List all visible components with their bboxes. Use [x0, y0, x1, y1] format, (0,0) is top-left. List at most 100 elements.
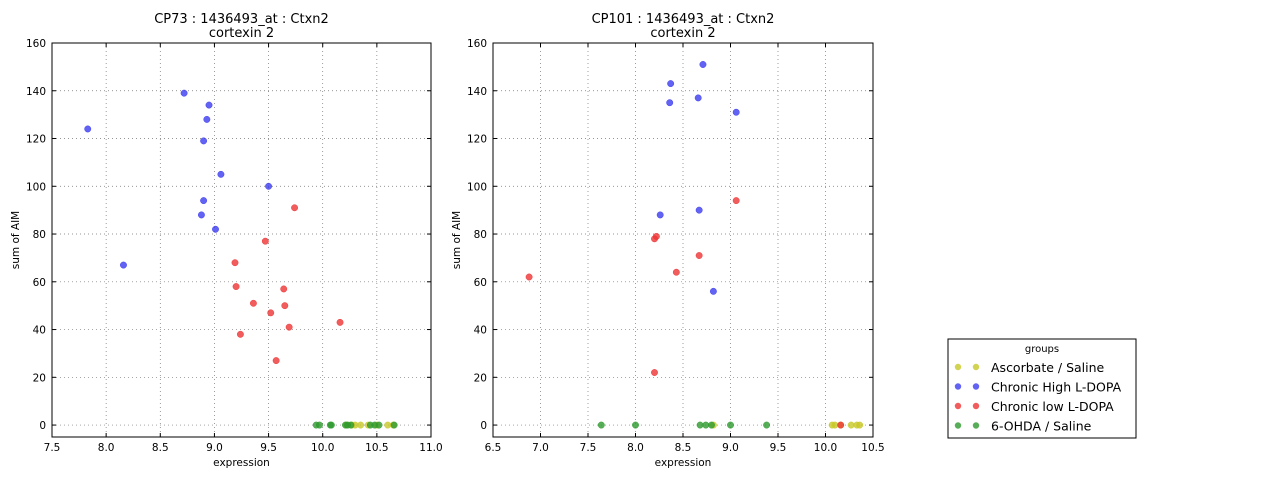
- data-point-6-ohda-saline: [632, 421, 639, 429]
- data-point-6-ohda-saline: [708, 421, 715, 429]
- data-point-chronic-high-l-dopa: [212, 225, 219, 233]
- y-tick-label: 40: [474, 325, 487, 337]
- data-point-chronic-high-l-dopa: [656, 211, 664, 219]
- data-point-ascorbate-saline: [831, 421, 839, 429]
- legend-marker-ascorbate-saline: [972, 363, 980, 371]
- plot-frame: [492, 42, 874, 438]
- data-point-chronic-low-l-dopa: [695, 252, 703, 259]
- y-tick-label: 60: [474, 277, 487, 289]
- data-point-ascorbate-saline: [357, 421, 365, 429]
- data-point-chronic-high-l-dopa: [732, 108, 740, 116]
- x-tick-label: 8.0: [98, 442, 115, 454]
- x-tick-label: 8.0: [627, 442, 644, 454]
- data-point-chronic-low-l-dopa: [267, 309, 275, 317]
- y-tick-label: 0: [480, 420, 487, 432]
- scatter-plot-cp101: 6.5 7.0 7.5 8.0 8.5 9.0 9.5 10.0 10.5 0 20 40 60 80 10…: [451, 12, 885, 469]
- y-tick-label: 40: [33, 325, 46, 337]
- data-point-6-ohda-saline: [327, 421, 335, 429]
- data-point-chronic-high-l-dopa: [667, 80, 675, 88]
- chart-subtitle: cortexin 2: [650, 26, 715, 41]
- chart-subtitle: cortexin 2: [209, 26, 274, 41]
- data-point-chronic-low-l-dopa: [291, 204, 299, 212]
- data-point-chronic-low-l-dopa: [231, 259, 239, 267]
- x-tick-label: 10.5: [365, 442, 388, 454]
- scatter-plot-cp73: 7.5 8.0 8.5 9.0 9.5 10.0 10.5 11.0 0 20 40 60 80 100 1…: [10, 12, 443, 469]
- y-tick-label: 140: [26, 86, 46, 98]
- data-point-chronic-high-l-dopa: [120, 261, 127, 269]
- x-tick-label: 9.0: [206, 442, 223, 454]
- x-axis-label: expression: [655, 457, 712, 469]
- data-point-chronic-low-l-dopa: [280, 285, 288, 293]
- data-point-chronic-high-l-dopa: [84, 125, 92, 133]
- data-point-6-ohda-saline: [727, 421, 734, 429]
- data-point-chronic-low-l-dopa: [837, 421, 845, 429]
- data-point-chronic-high-l-dopa: [695, 206, 703, 214]
- legend-label-ascorbate-saline: Ascorbate / Saline: [991, 360, 1105, 375]
- y-tick-label: 0: [39, 420, 46, 432]
- x-tick-label: 6.5: [485, 442, 502, 454]
- x-tick-label: 7.5: [44, 442, 61, 454]
- data-point-chronic-low-l-dopa: [232, 283, 240, 291]
- data-point-6-ohda-saline: [316, 421, 323, 429]
- x-tick-label: 9.5: [260, 442, 277, 454]
- y-tick-label: 100: [26, 181, 46, 193]
- data-point-6-ohda-saline: [763, 421, 771, 429]
- x-tick-label: 10.5: [861, 442, 884, 454]
- data-point-chronic-high-l-dopa: [217, 170, 225, 178]
- legend-label-chronic-high-l-dopa: Chronic High L-DOPA: [991, 380, 1122, 395]
- data-point-chronic-high-l-dopa: [709, 287, 717, 295]
- legend-marker-6-ohda-saline: [954, 422, 962, 429]
- y-tick-label: 160: [467, 38, 487, 50]
- data-point-chronic-low-l-dopa: [285, 323, 293, 331]
- data-point-chronic-low-l-dopa: [261, 237, 269, 245]
- data-point-chronic-high-l-dopa: [203, 115, 211, 123]
- y-axis-label: sum of AIM: [451, 211, 463, 270]
- legend-marker-chronic-high-l-dopa: [972, 383, 980, 390]
- data-point-chronic-low-l-dopa: [336, 318, 344, 326]
- data-point-chronic-high-l-dopa: [205, 101, 213, 109]
- x-tick-label: 11.0: [419, 442, 442, 454]
- data-point-chronic-high-l-dopa: [694, 94, 702, 102]
- data-point-chronic-high-l-dopa: [200, 197, 208, 205]
- data-point-6-ohda-saline: [702, 421, 710, 429]
- chart-title: CP73 : 1436493_at : Ctxn2: [154, 12, 329, 27]
- data-point-ascorbate-saline: [856, 421, 864, 429]
- x-axis-label: expression: [213, 457, 270, 469]
- x-tick-label: 10.0: [311, 442, 334, 454]
- data-point-6-ohda-saline: [696, 421, 704, 429]
- data-point-chronic-low-l-dopa: [652, 232, 660, 240]
- y-tick-label: 20: [474, 372, 487, 384]
- y-tick-label: 140: [467, 86, 487, 98]
- data-point-ascorbate-saline: [847, 421, 855, 429]
- legend-marker-ascorbate-saline: [954, 363, 962, 371]
- data-point-chronic-low-l-dopa: [281, 302, 289, 310]
- legend: groups Ascorbate / Saline Chronic High L-D…: [947, 338, 1137, 439]
- legend-box: [947, 338, 1137, 439]
- y-tick-label: 80: [33, 229, 46, 241]
- y-axis-label: sum of AIM: [10, 211, 22, 270]
- y-tick-label: 20: [33, 372, 46, 384]
- data-point-6-ohda-saline: [375, 421, 383, 429]
- x-tick-label: 10.0: [814, 442, 837, 454]
- x-tick-label: 7.0: [532, 442, 549, 454]
- plot-frame: [51, 42, 432, 438]
- data-point-6-ohda-saline: [597, 421, 605, 429]
- y-tick-label: 60: [33, 277, 46, 289]
- legend-marker-chronic-low-l-dopa: [972, 402, 980, 410]
- legend-label-6-ohda-saline: 6-OHDA / Saline: [991, 419, 1092, 434]
- x-tick-label: 7.5: [580, 442, 597, 454]
- data-point-chronic-high-l-dopa: [666, 99, 674, 107]
- data-point-chronic-low-l-dopa: [732, 197, 740, 205]
- y-tick-label: 120: [467, 134, 487, 146]
- data-point-chronic-low-l-dopa: [236, 330, 244, 338]
- data-point-chronic-low-l-dopa: [651, 369, 658, 376]
- data-point-chronic-high-l-dopa: [197, 211, 205, 219]
- data-point-chronic-low-l-dopa: [525, 273, 533, 281]
- y-tick-label: 160: [26, 38, 46, 50]
- x-tick-label: 8.5: [152, 442, 169, 454]
- y-tick-label: 120: [26, 134, 46, 146]
- data-point-chronic-high-l-dopa: [180, 89, 188, 97]
- data-point-chronic-high-l-dopa: [265, 182, 273, 190]
- x-tick-label: 9.0: [722, 442, 739, 454]
